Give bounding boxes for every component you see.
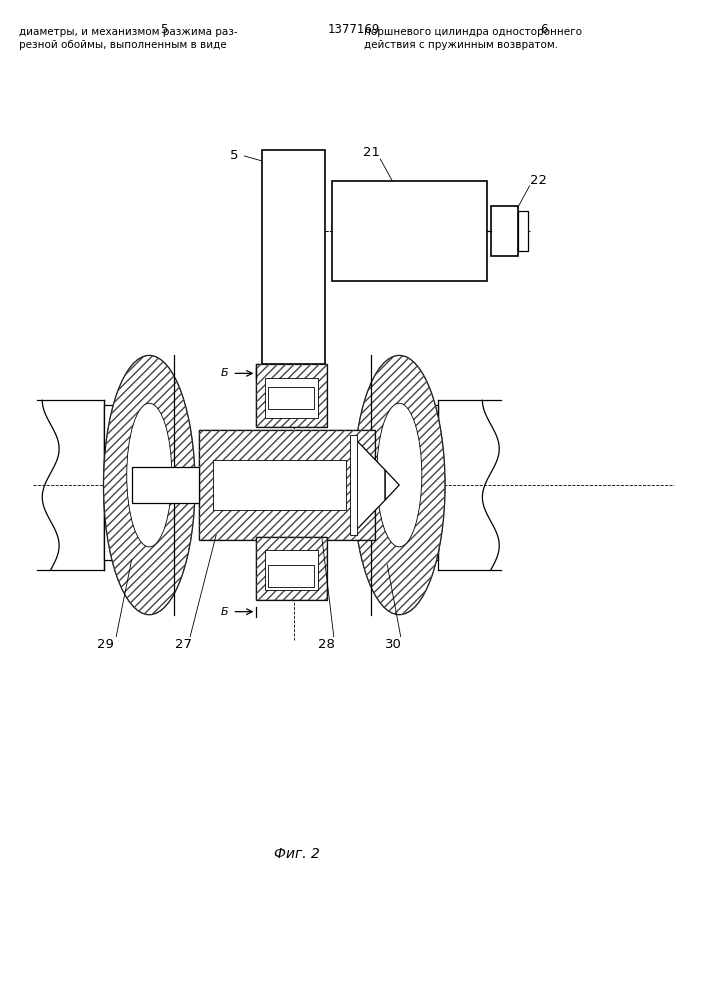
- Text: 29: 29: [97, 638, 114, 651]
- Ellipse shape: [103, 355, 195, 615]
- Bar: [332, 181, 487, 281]
- Text: 27: 27: [175, 638, 192, 651]
- Text: Б: Б: [221, 607, 228, 617]
- Bar: [518, 211, 528, 251]
- Ellipse shape: [354, 355, 445, 615]
- Text: Фиг. 2: Фиг. 2: [274, 847, 320, 861]
- Bar: [257, 537, 327, 600]
- Bar: [199, 430, 375, 540]
- Text: 6: 6: [540, 23, 547, 36]
- Polygon shape: [385, 470, 399, 500]
- Bar: [257, 364, 327, 427]
- Text: 22: 22: [530, 174, 547, 187]
- Polygon shape: [354, 437, 385, 533]
- Bar: [132, 467, 199, 503]
- Text: 5: 5: [160, 23, 167, 36]
- Bar: [264, 550, 317, 590]
- Bar: [267, 387, 314, 409]
- Bar: [103, 405, 132, 560]
- Bar: [264, 378, 317, 418]
- Bar: [407, 405, 438, 560]
- Text: 21: 21: [363, 146, 380, 159]
- Bar: [350, 435, 357, 535]
- Text: поршневого цилиндра одностороннего: поршневого цилиндра одностороннего: [364, 27, 582, 37]
- Text: диаметры, и механизмом разжима раз-: диаметры, и механизмом разжима раз-: [19, 27, 238, 37]
- Bar: [213, 460, 346, 510]
- Text: Б: Б: [221, 368, 228, 378]
- Text: резной обоймы, выполненным в виде: резной обоймы, выполненным в виде: [19, 40, 227, 50]
- Bar: [199, 430, 375, 540]
- Bar: [262, 150, 325, 364]
- Text: 30: 30: [385, 638, 402, 651]
- Bar: [257, 537, 327, 600]
- Text: 1377169: 1377169: [327, 23, 380, 36]
- Bar: [491, 206, 518, 256]
- Bar: [267, 565, 314, 587]
- Text: действия с пружинным возвратом.: действия с пружинным возвратом.: [364, 40, 559, 50]
- Ellipse shape: [127, 403, 172, 547]
- Text: 28: 28: [318, 638, 335, 651]
- Bar: [257, 364, 327, 427]
- Text: 5: 5: [230, 149, 238, 162]
- Ellipse shape: [377, 403, 422, 547]
